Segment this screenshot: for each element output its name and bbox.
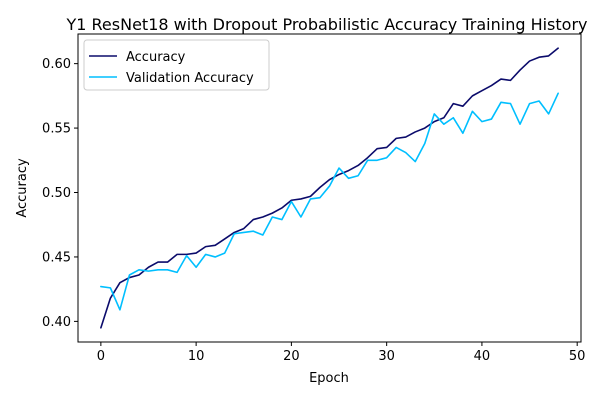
legend-label-validation-accuracy: Validation Accuracy: [126, 71, 254, 86]
chart-title: Y1 ResNet18 with Dropout Probabilistic A…: [65, 15, 587, 34]
legend: Accuracy Validation Accuracy: [83, 39, 270, 91]
x-tick-label: 0: [97, 349, 105, 364]
y-tick-label: 0.40: [42, 315, 71, 330]
x-tick-label: 40: [474, 349, 491, 364]
series-line-validation-accuracy: [100, 92, 559, 311]
x-axis-ticks: 0 10 20 30 40 50: [97, 342, 586, 364]
legend-box: [83, 39, 270, 91]
x-axis-label: Epoch: [309, 371, 349, 386]
series-layer: [100, 47, 559, 329]
y-axis-label: Accuracy: [15, 158, 30, 218]
series-line-accuracy: [100, 47, 559, 329]
axes-frame: [77, 33, 582, 343]
y-tick-label: 0.55: [42, 122, 71, 137]
x-tick-label: 30: [378, 349, 395, 364]
y-tick-label: 0.50: [42, 186, 71, 201]
x-tick-label: 10: [188, 349, 205, 364]
y-tick-label: 0.45: [42, 250, 71, 265]
y-axis-ticks: 0.40 0.45 0.50 0.55 0.60: [42, 57, 78, 330]
legend-label-accuracy: Accuracy: [126, 50, 186, 65]
x-tick-label: 20: [283, 349, 300, 364]
x-tick-label: 50: [569, 349, 586, 364]
y-tick-label: 0.60: [42, 57, 71, 72]
